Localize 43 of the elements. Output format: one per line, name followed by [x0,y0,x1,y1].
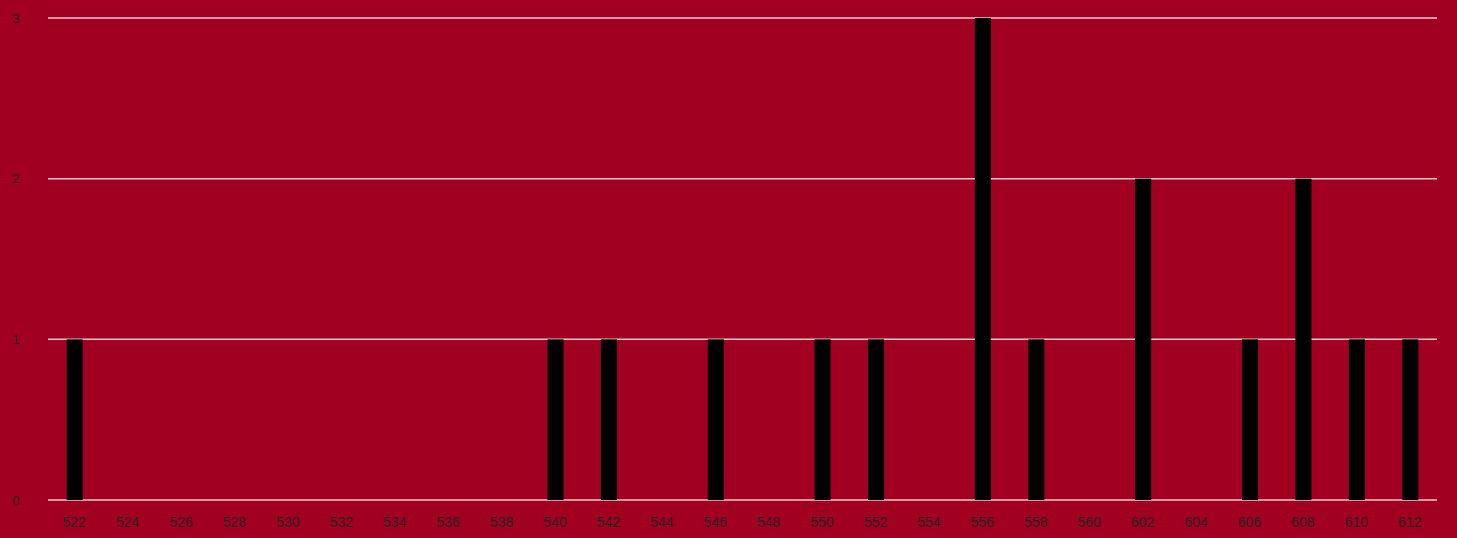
bar [600,339,617,500]
x-tick-label: 612 [1398,514,1423,530]
bar [66,339,83,500]
x-tick-label: 604 [1184,514,1209,530]
x-tick-label: 546 [704,514,728,530]
bar [814,339,831,500]
x-tick-label: 536 [436,514,461,530]
x-tick-label: 544 [650,514,675,530]
bar [1135,178,1152,500]
x-tick-label: 528 [223,514,247,530]
bar [1242,339,1259,500]
x-tick-label: 554 [917,514,942,530]
x-tick-label: 558 [1024,514,1049,530]
x-tick-label: 556 [971,514,995,530]
y-tick-label: 0 [12,492,20,508]
bar [1402,339,1419,500]
y-tick-label: 1 [12,331,20,347]
y-tick-label: 3 [12,10,20,26]
x-tick-label: 538 [490,514,514,530]
bar [1348,339,1365,500]
x-tick-label: 530 [276,514,301,530]
x-tick-label: 540 [543,514,568,530]
x-tick-label: 550 [810,514,835,530]
x-tick-label: 552 [864,514,888,530]
x-tick-label: 532 [330,514,354,530]
x-tick-label: 560 [1078,514,1102,530]
x-tick-label: 524 [116,514,141,530]
bar [974,18,991,500]
x-tick-label: 526 [169,514,194,530]
y-tick-label: 2 [12,171,20,187]
x-tick-label: 610 [1345,514,1369,530]
x-tick-label: 606 [1238,514,1262,530]
bar [868,339,885,500]
x-tick-label: 542 [597,514,621,530]
bar [547,339,564,500]
x-tick-label: 522 [63,514,87,530]
bar [1028,339,1045,500]
x-tick-label: 534 [383,514,408,530]
x-tick-label: 548 [757,514,782,530]
x-tick-label: 608 [1291,514,1316,530]
bar [707,339,724,500]
bar [1295,178,1312,500]
x-tick-label: 602 [1131,514,1156,530]
